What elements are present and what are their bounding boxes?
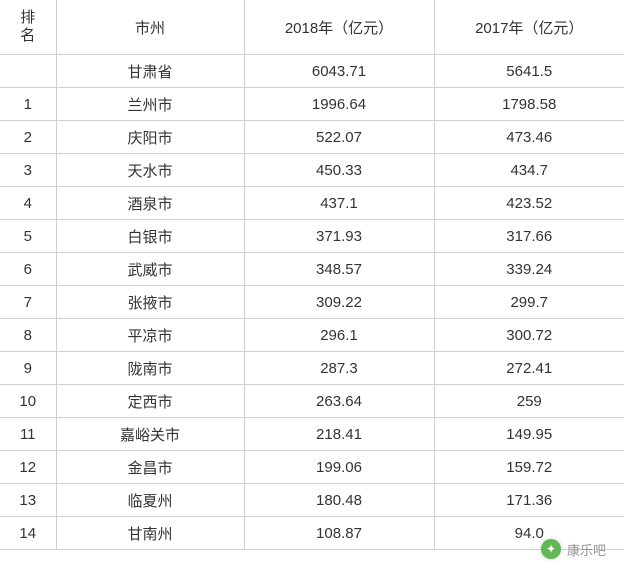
cell-city: 武威市 — [56, 253, 244, 286]
cell-rank: 11 — [0, 418, 56, 451]
table-header-row: 排名 市州 2018年（亿元） 2017年（亿元） — [0, 0, 624, 55]
cell-city: 定西市 — [56, 385, 244, 418]
cell-city: 嘉峪关市 — [56, 418, 244, 451]
header-rank: 排名 — [0, 0, 56, 55]
header-city: 市州 — [56, 0, 244, 55]
cell-rank: 14 — [0, 517, 56, 550]
cell-y2017: 5641.5 — [434, 55, 624, 88]
cell-y2018: 287.3 — [244, 352, 434, 385]
cell-y2018: 6043.71 — [244, 55, 434, 88]
table-row: 11嘉峪关市218.41149.95 — [0, 418, 624, 451]
cell-y2017: 149.95 — [434, 418, 624, 451]
cell-y2018: 108.87 — [244, 517, 434, 550]
cell-rank: 12 — [0, 451, 56, 484]
cell-y2018: 371.93 — [244, 220, 434, 253]
cell-city: 平凉市 — [56, 319, 244, 352]
cell-city: 金昌市 — [56, 451, 244, 484]
gdp-table-wrapper: 排名 市州 2018年（亿元） 2017年（亿元） 甘肃省6043.715641… — [0, 0, 624, 550]
watermark-text: 康乐吧 — [567, 540, 606, 559]
cell-y2018: 296.1 — [244, 319, 434, 352]
table-row: 2庆阳市522.07473.46 — [0, 121, 624, 154]
cell-city: 甘南州 — [56, 517, 244, 550]
table-row: 9陇南市287.3272.41 — [0, 352, 624, 385]
table-row: 甘肃省6043.715641.5 — [0, 55, 624, 88]
cell-y2017: 272.41 — [434, 352, 624, 385]
cell-city: 酒泉市 — [56, 187, 244, 220]
cell-rank: 8 — [0, 319, 56, 352]
table-row: 12金昌市199.06159.72 — [0, 451, 624, 484]
cell-y2017: 339.24 — [434, 253, 624, 286]
cell-city: 庆阳市 — [56, 121, 244, 154]
cell-rank: 6 — [0, 253, 56, 286]
table-row: 4酒泉市437.1423.52 — [0, 187, 624, 220]
table-row: 1兰州市1996.641798.58 — [0, 88, 624, 121]
cell-rank: 2 — [0, 121, 56, 154]
cell-rank: 3 — [0, 154, 56, 187]
cell-y2018: 263.64 — [244, 385, 434, 418]
cell-city: 临夏州 — [56, 484, 244, 517]
header-2018: 2018年（亿元） — [244, 0, 434, 55]
cell-y2017: 171.36 — [434, 484, 624, 517]
table-row: 14甘南州108.8794.0 — [0, 517, 624, 550]
table-row: 7张掖市309.22299.7 — [0, 286, 624, 319]
cell-y2017: 317.66 — [434, 220, 624, 253]
table-row: 3天水市450.33434.7 — [0, 154, 624, 187]
cell-y2017: 299.7 — [434, 286, 624, 319]
cell-rank: 13 — [0, 484, 56, 517]
table-row: 8平凉市296.1300.72 — [0, 319, 624, 352]
cell-rank: 5 — [0, 220, 56, 253]
cell-y2017: 159.72 — [434, 451, 624, 484]
cell-city: 天水市 — [56, 154, 244, 187]
table-row: 6武威市348.57339.24 — [0, 253, 624, 286]
table-body: 甘肃省6043.715641.51兰州市1996.641798.582庆阳市52… — [0, 55, 624, 550]
header-2017: 2017年（亿元） — [434, 0, 624, 55]
cell-y2018: 218.41 — [244, 418, 434, 451]
cell-y2017: 473.46 — [434, 121, 624, 154]
cell-rank — [0, 55, 56, 88]
cell-city: 甘肃省 — [56, 55, 244, 88]
watermark: ✦ 康乐吧 — [541, 539, 606, 559]
cell-rank: 4 — [0, 187, 56, 220]
cell-city: 兰州市 — [56, 88, 244, 121]
cell-y2017: 423.52 — [434, 187, 624, 220]
cell-y2018: 437.1 — [244, 187, 434, 220]
table-row: 5白银市371.93317.66 — [0, 220, 624, 253]
cell-city: 白银市 — [56, 220, 244, 253]
cell-y2018: 348.57 — [244, 253, 434, 286]
cell-city: 张掖市 — [56, 286, 244, 319]
cell-y2018: 450.33 — [244, 154, 434, 187]
cell-rank: 1 — [0, 88, 56, 121]
cell-y2017: 259 — [434, 385, 624, 418]
cell-y2018: 309.22 — [244, 286, 434, 319]
cell-y2017: 300.72 — [434, 319, 624, 352]
cell-y2017: 1798.58 — [434, 88, 624, 121]
table-row: 13临夏州180.48171.36 — [0, 484, 624, 517]
wechat-icon: ✦ — [541, 539, 561, 559]
cell-rank: 10 — [0, 385, 56, 418]
cell-y2018: 1996.64 — [244, 88, 434, 121]
cell-rank: 7 — [0, 286, 56, 319]
table-row: 10定西市263.64259 — [0, 385, 624, 418]
cell-y2018: 522.07 — [244, 121, 434, 154]
cell-y2017: 434.7 — [434, 154, 624, 187]
cell-y2018: 199.06 — [244, 451, 434, 484]
cell-y2018: 180.48 — [244, 484, 434, 517]
gdp-table: 排名 市州 2018年（亿元） 2017年（亿元） 甘肃省6043.715641… — [0, 0, 624, 550]
cell-city: 陇南市 — [56, 352, 244, 385]
cell-rank: 9 — [0, 352, 56, 385]
